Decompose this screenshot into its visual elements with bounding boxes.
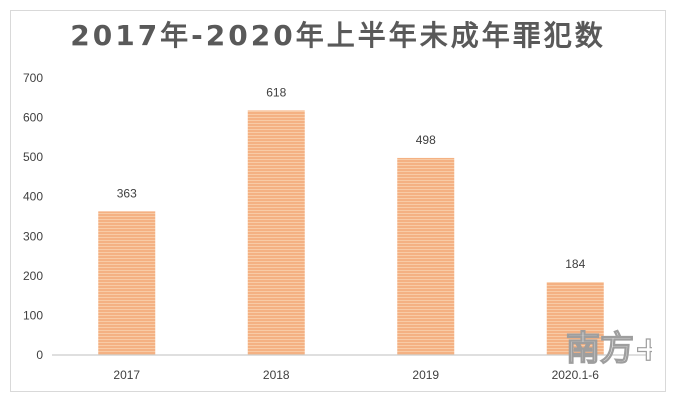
chart-title: 2017年-2020年上半年未成年罪犯数 (70, 19, 606, 52)
y-tick-label: 200 (23, 269, 43, 283)
bars-group: 363 618 498 184 (98, 85, 604, 355)
x-axis: 2017 2018 2019 2020.1-6 (52, 354, 650, 382)
watermark-text: 南方+ (566, 329, 652, 369)
y-axis: 0 100 200 300 400 500 600 700 (23, 71, 43, 362)
bar-2017 (98, 211, 156, 355)
data-label: 184 (565, 257, 585, 271)
y-tick-label: 300 (23, 229, 43, 243)
brand-watermark: 南方+ (565, 328, 652, 369)
bar-2020.1-6 (546, 282, 604, 355)
x-tick-label: 2020.1-6 (552, 368, 600, 382)
y-tick-label: 100 (23, 308, 43, 322)
data-label: 498 (416, 133, 436, 147)
bar-2018 (247, 110, 305, 355)
bar-2019 (397, 157, 455, 355)
y-tick-label: 700 (23, 71, 43, 85)
data-label: 363 (117, 186, 137, 200)
x-tick-label: 2017 (113, 368, 140, 382)
y-tick-label: 400 (23, 190, 43, 204)
data-label: 618 (266, 85, 286, 99)
y-tick-label: 0 (36, 348, 43, 362)
y-tick-label: 600 (23, 111, 43, 125)
x-tick-label: 2019 (412, 368, 439, 382)
x-tick-label: 2018 (263, 368, 290, 382)
y-tick-label: 500 (23, 150, 43, 164)
